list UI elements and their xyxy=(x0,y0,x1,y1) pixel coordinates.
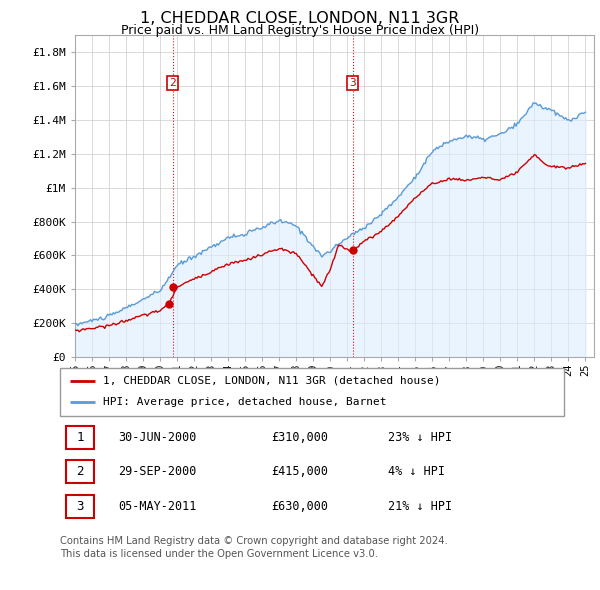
Text: £415,000: £415,000 xyxy=(272,466,329,478)
Text: 3: 3 xyxy=(76,500,83,513)
Bar xyxy=(66,426,94,449)
Text: 1: 1 xyxy=(76,431,83,444)
Text: 2: 2 xyxy=(76,466,83,478)
Text: 3: 3 xyxy=(350,78,356,88)
Text: £630,000: £630,000 xyxy=(272,500,329,513)
Text: 1, CHEDDAR CLOSE, LONDON, N11 3GR: 1, CHEDDAR CLOSE, LONDON, N11 3GR xyxy=(140,11,460,25)
Text: 05-MAY-2011: 05-MAY-2011 xyxy=(118,500,196,513)
Text: £310,000: £310,000 xyxy=(272,431,329,444)
Text: Price paid vs. HM Land Registry's House Price Index (HPI): Price paid vs. HM Land Registry's House … xyxy=(121,24,479,37)
Bar xyxy=(66,460,94,483)
Text: 1, CHEDDAR CLOSE, LONDON, N11 3GR (detached house): 1, CHEDDAR CLOSE, LONDON, N11 3GR (detac… xyxy=(103,376,440,386)
Text: 2: 2 xyxy=(169,78,176,88)
Text: 23% ↓ HPI: 23% ↓ HPI xyxy=(388,431,452,444)
Text: HPI: Average price, detached house, Barnet: HPI: Average price, detached house, Barn… xyxy=(103,397,386,407)
Text: 4% ↓ HPI: 4% ↓ HPI xyxy=(388,466,445,478)
Text: 21% ↓ HPI: 21% ↓ HPI xyxy=(388,500,452,513)
Text: Contains HM Land Registry data © Crown copyright and database right 2024.
This d: Contains HM Land Registry data © Crown c… xyxy=(60,536,448,559)
Text: 29-SEP-2000: 29-SEP-2000 xyxy=(118,466,196,478)
Text: 30-JUN-2000: 30-JUN-2000 xyxy=(118,431,196,444)
Bar xyxy=(66,495,94,517)
